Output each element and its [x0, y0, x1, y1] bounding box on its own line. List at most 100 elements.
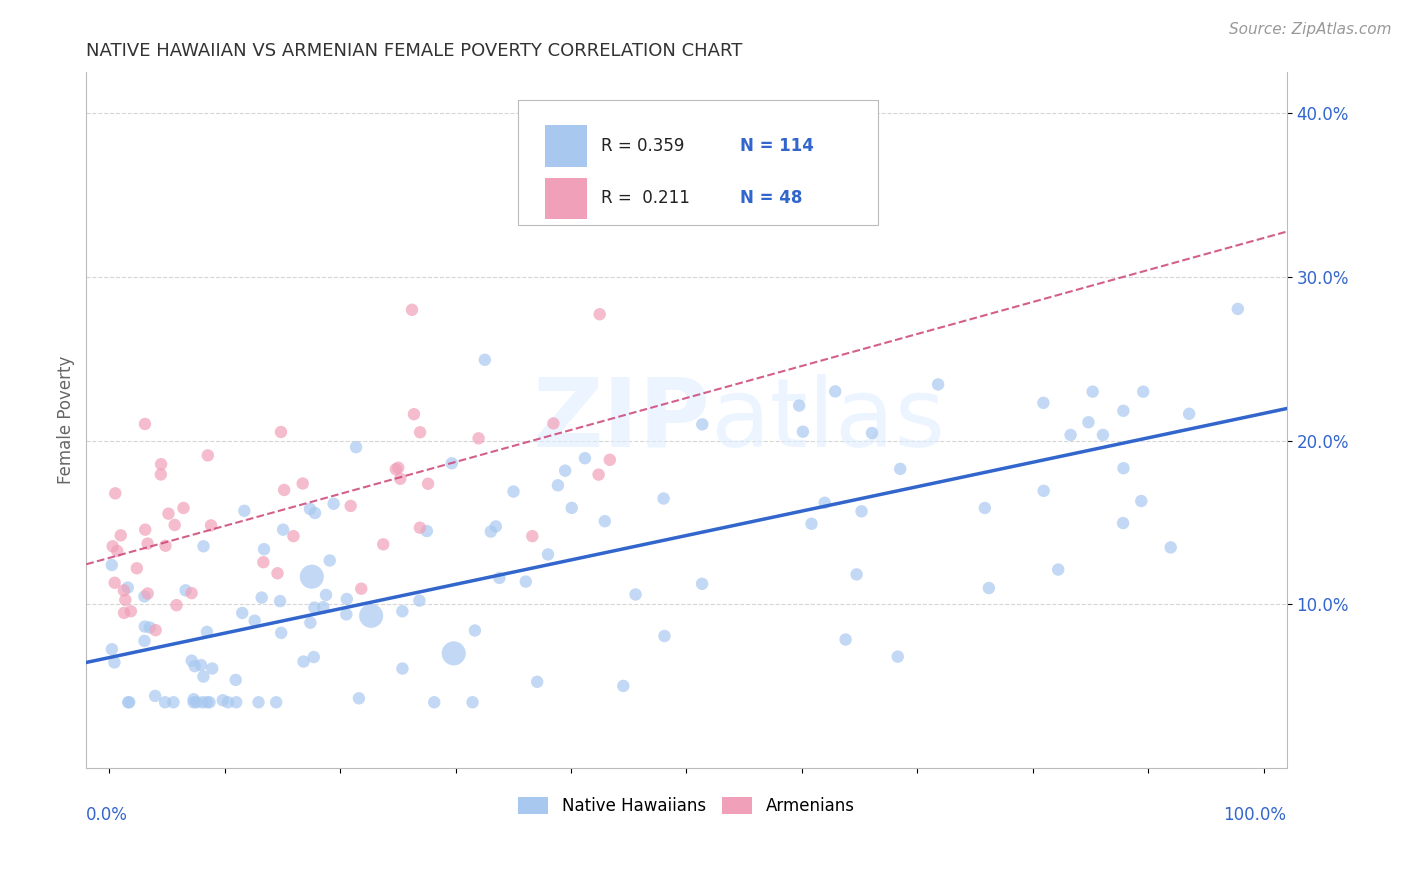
- Point: [315, 588, 337, 602]
- Point: [409, 521, 432, 535]
- Point: [1081, 384, 1104, 399]
- Point: [1112, 404, 1135, 418]
- Point: [443, 646, 465, 660]
- Point: [136, 536, 159, 550]
- Point: [1226, 301, 1249, 316]
- Point: [273, 483, 295, 497]
- Point: [1130, 494, 1153, 508]
- Point: [385, 462, 408, 476]
- Point: [824, 384, 846, 399]
- Point: [162, 695, 184, 709]
- Point: [266, 566, 288, 581]
- Point: [198, 695, 221, 709]
- Point: [593, 514, 616, 528]
- Point: [104, 575, 127, 590]
- Point: [344, 440, 367, 454]
- Point: [464, 624, 486, 638]
- Point: [479, 524, 502, 539]
- Point: [589, 307, 612, 321]
- Point: [166, 598, 188, 612]
- Point: [860, 425, 883, 440]
- Point: [1032, 396, 1054, 410]
- Point: [401, 302, 423, 317]
- Point: [851, 504, 873, 518]
- Point: [347, 691, 370, 706]
- Point: [101, 539, 124, 553]
- Text: Source: ZipAtlas.com: Source: ZipAtlas.com: [1229, 22, 1392, 37]
- Point: [1047, 563, 1070, 577]
- Point: [250, 591, 273, 605]
- Point: [231, 606, 253, 620]
- Point: [143, 689, 166, 703]
- Text: R =  0.211: R = 0.211: [602, 189, 690, 208]
- Point: [217, 695, 239, 709]
- Text: atlas: atlas: [710, 374, 946, 467]
- Point: [134, 634, 156, 648]
- Point: [211, 693, 233, 707]
- Point: [269, 594, 291, 608]
- Point: [136, 586, 159, 600]
- Point: [104, 486, 127, 500]
- Point: [114, 593, 136, 607]
- Point: [467, 431, 489, 445]
- Point: [554, 464, 576, 478]
- Point: [134, 590, 156, 604]
- Point: [319, 553, 342, 567]
- Point: [690, 417, 713, 432]
- Point: [180, 586, 202, 600]
- Point: [270, 425, 292, 439]
- Point: [391, 604, 413, 618]
- Point: [201, 661, 224, 675]
- Point: [1112, 516, 1135, 530]
- Text: 0.0%: 0.0%: [86, 806, 128, 824]
- Point: [134, 523, 156, 537]
- FancyBboxPatch shape: [544, 125, 586, 167]
- Point: [155, 539, 177, 553]
- Point: [163, 518, 186, 533]
- Point: [416, 476, 439, 491]
- Point: [474, 352, 496, 367]
- Point: [110, 528, 132, 542]
- Point: [402, 407, 425, 421]
- Point: [304, 506, 326, 520]
- Point: [389, 472, 412, 486]
- Point: [120, 604, 142, 618]
- Point: [845, 567, 868, 582]
- Point: [391, 662, 413, 676]
- Point: [191, 695, 214, 709]
- Point: [271, 523, 294, 537]
- Point: [195, 624, 218, 639]
- Point: [118, 695, 141, 709]
- Point: [1059, 428, 1081, 442]
- Point: [322, 497, 344, 511]
- Point: [101, 558, 124, 572]
- Point: [298, 502, 321, 516]
- Point: [139, 620, 162, 634]
- Text: 100.0%: 100.0%: [1223, 806, 1286, 824]
- Point: [225, 695, 247, 709]
- Point: [190, 658, 212, 673]
- Point: [416, 524, 439, 538]
- Legend: Native Hawaiians, Armenians: Native Hawaiians, Armenians: [512, 790, 862, 822]
- Point: [814, 496, 837, 510]
- Point: [292, 655, 315, 669]
- Point: [225, 673, 247, 687]
- Point: [180, 654, 202, 668]
- Point: [1160, 541, 1182, 555]
- Point: [461, 695, 484, 709]
- Point: [373, 537, 395, 551]
- Point: [1132, 384, 1154, 399]
- Y-axis label: Female Poverty: Female Poverty: [58, 356, 75, 484]
- Point: [299, 615, 322, 630]
- Text: ZIP: ZIP: [533, 374, 710, 467]
- Point: [887, 649, 910, 664]
- Point: [233, 504, 256, 518]
- Point: [350, 582, 373, 596]
- Point: [588, 467, 610, 482]
- Point: [612, 679, 634, 693]
- Point: [1091, 428, 1114, 442]
- Point: [145, 623, 167, 637]
- Point: [252, 555, 274, 569]
- Point: [543, 417, 565, 431]
- Point: [339, 499, 361, 513]
